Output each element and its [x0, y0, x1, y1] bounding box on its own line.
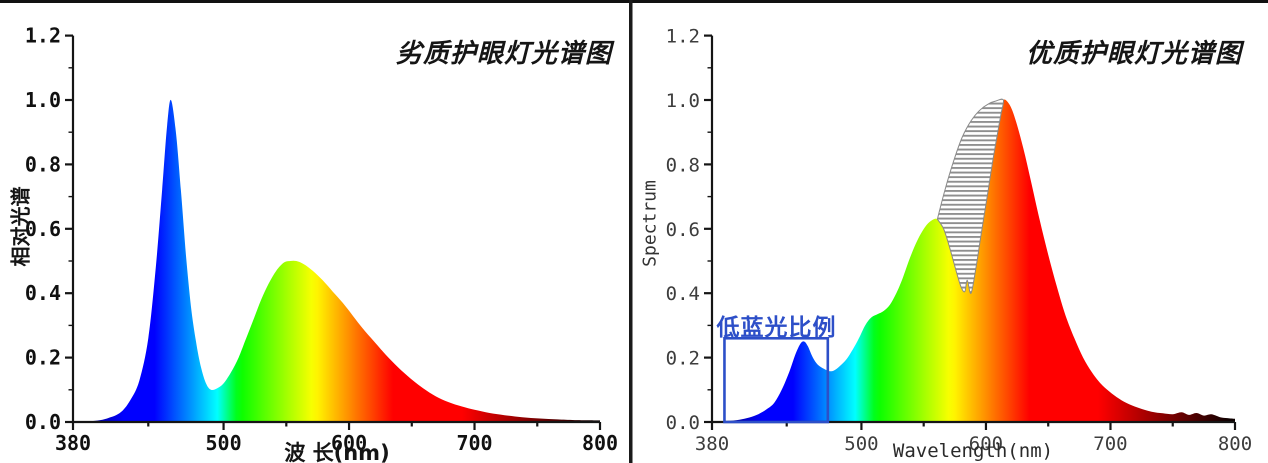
svg-text:1.0: 1.0 — [666, 90, 700, 112]
svg-text:0.2: 0.2 — [666, 348, 700, 370]
right-axes — [704, 34, 1237, 430]
left-y-axis-label: 相对光谱 — [8, 186, 33, 267]
left-x-axis-label: 波 长(nm) — [284, 441, 390, 463]
svg-text:0.6: 0.6 — [25, 217, 61, 241]
svg-text:380: 380 — [695, 433, 729, 455]
svg-text:700: 700 — [1093, 433, 1127, 455]
right-x-axis-label: Wavelength(nm) — [892, 440, 1054, 462]
svg-text:500: 500 — [844, 433, 878, 455]
svg-text:0.0: 0.0 — [25, 410, 61, 434]
svg-text:600: 600 — [331, 431, 367, 455]
svg-text:0.8: 0.8 — [25, 152, 61, 176]
left-axes — [65, 34, 602, 430]
svg-text:0.8: 0.8 — [666, 154, 700, 176]
svg-text:700: 700 — [456, 431, 492, 455]
svg-text:380: 380 — [55, 431, 91, 455]
missing-spectrum-hatch — [936, 98, 1005, 294]
low-blue-light-box — [723, 336, 830, 424]
svg-text:0.6: 0.6 — [666, 219, 700, 241]
svg-text:0.4: 0.4 — [666, 283, 700, 305]
svg-text:800: 800 — [1218, 433, 1252, 455]
svg-text:0.2: 0.2 — [25, 346, 61, 370]
left-chart-title: 劣质护眼灯光谱图 — [395, 39, 612, 69]
panel-divider — [629, 0, 633, 463]
svg-text:500: 500 — [206, 431, 242, 455]
low-blue-light-annotation: 低蓝光比例 — [716, 315, 837, 341]
svg-text:1.2: 1.2 — [25, 24, 61, 48]
right-y-axis-label: Spectrum — [639, 180, 661, 267]
svg-text:1.0: 1.0 — [25, 88, 61, 112]
top-border — [0, 0, 1268, 3]
svg-text:800: 800 — [582, 431, 618, 455]
svg-text:1.2: 1.2 — [666, 26, 700, 48]
svg-text:0.0: 0.0 — [666, 412, 700, 434]
right-chart-title: 优质护眼灯光谱图 — [1025, 39, 1242, 69]
left-spectrum-area — [73, 99, 600, 422]
right-spectrum-area — [712, 99, 1235, 423]
svg-text:0.4: 0.4 — [25, 281, 61, 305]
svg-text:600: 600 — [969, 433, 1003, 455]
